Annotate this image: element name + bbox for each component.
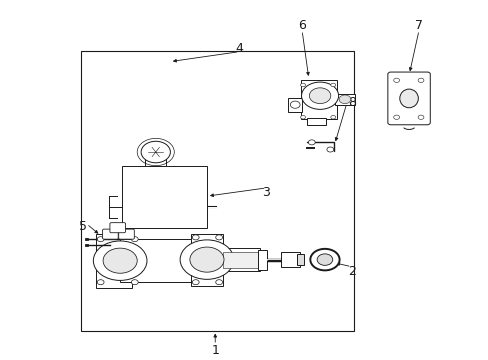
Circle shape [417, 78, 423, 82]
Text: 1: 1 [211, 344, 219, 357]
Circle shape [131, 237, 138, 242]
Circle shape [326, 147, 333, 152]
Bar [190, 234, 222, 286]
Circle shape [131, 280, 138, 285]
Bar [306, 118, 326, 125]
Circle shape [215, 235, 222, 240]
Circle shape [338, 95, 350, 104]
FancyBboxPatch shape [387, 72, 429, 125]
Text: 3: 3 [262, 186, 270, 199]
Text: 6: 6 [298, 19, 305, 32]
FancyBboxPatch shape [119, 229, 134, 239]
Circle shape [103, 248, 137, 273]
Circle shape [93, 241, 147, 280]
Circle shape [301, 82, 338, 109]
Text: 7: 7 [414, 19, 422, 32]
Text: 4: 4 [235, 41, 243, 54]
Circle shape [141, 141, 170, 163]
Circle shape [192, 280, 199, 285]
Bar [258, 250, 266, 270]
Circle shape [215, 280, 222, 285]
Circle shape [330, 116, 335, 119]
Circle shape [300, 83, 305, 87]
Bar [120, 239, 203, 282]
Text: 8: 8 [347, 96, 355, 109]
Circle shape [393, 115, 399, 120]
Circle shape [189, 247, 224, 272]
FancyBboxPatch shape [102, 229, 118, 239]
Ellipse shape [399, 89, 417, 108]
Circle shape [97, 280, 104, 285]
Circle shape [300, 116, 305, 119]
Circle shape [180, 240, 233, 279]
Circle shape [192, 235, 199, 240]
Circle shape [330, 83, 335, 87]
Circle shape [417, 115, 423, 120]
Circle shape [308, 140, 315, 145]
Bar [288, 98, 302, 112]
Bar [221, 248, 260, 271]
Circle shape [317, 254, 332, 265]
Circle shape [393, 78, 399, 82]
Circle shape [290, 101, 300, 108]
Text: 5: 5 [79, 220, 86, 233]
Circle shape [97, 237, 104, 242]
Text: 2: 2 [347, 265, 355, 278]
Bar [300, 80, 336, 119]
Bar [281, 252, 299, 267]
Bar [96, 234, 132, 288]
FancyBboxPatch shape [122, 166, 206, 228]
Bar [297, 254, 304, 265]
Bar [81, 51, 353, 330]
FancyBboxPatch shape [110, 223, 125, 233]
Circle shape [309, 88, 330, 104]
Bar [222, 252, 259, 268]
Bar [334, 94, 354, 105]
Bar [145, 158, 166, 166]
Circle shape [310, 249, 339, 270]
